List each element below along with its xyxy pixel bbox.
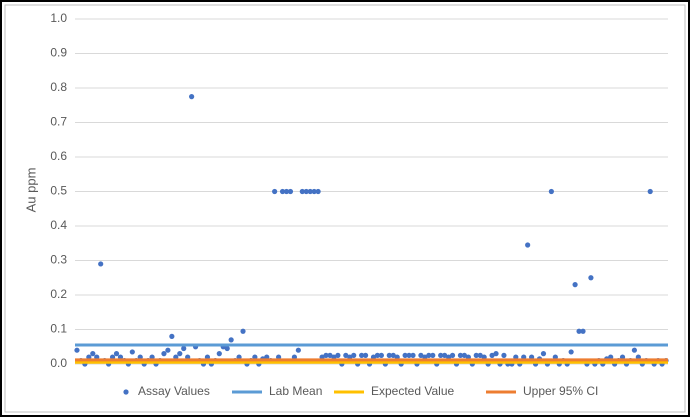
assay-point — [473, 352, 479, 358]
assay-point — [228, 337, 234, 343]
assay-point — [279, 188, 286, 195]
assay-point — [378, 352, 384, 358]
legend-label: Expected Value — [371, 384, 454, 398]
assay-point — [568, 349, 574, 355]
assay-point — [386, 352, 392, 358]
assay-point — [169, 333, 175, 339]
assay-point — [406, 352, 412, 358]
legend-label: Lab Mean — [269, 384, 322, 398]
assay-point — [410, 352, 416, 358]
assay-point — [390, 352, 396, 358]
assay-point — [216, 351, 222, 357]
y-tick-label: 0.6 — [50, 149, 67, 163]
assay-point — [315, 188, 321, 195]
assay-point — [113, 351, 120, 357]
y-tick-label: 0.3 — [50, 253, 67, 267]
assay-point — [461, 352, 468, 358]
assay-point — [311, 188, 317, 195]
y-tick-label: 0.7 — [50, 115, 67, 129]
assay-point — [343, 352, 349, 358]
y-tick-label: 0.1 — [50, 322, 67, 336]
assay-point — [477, 352, 483, 358]
assay-point — [647, 188, 653, 195]
assay-point — [129, 349, 135, 355]
assay-point — [438, 352, 444, 358]
assay-point — [295, 347, 301, 353]
assay-point — [402, 352, 408, 358]
assay-point — [177, 351, 183, 357]
assay-point — [161, 351, 167, 357]
y-tick-label: 0.8 — [50, 80, 67, 94]
legend-marker — [123, 389, 129, 395]
assay-point — [362, 352, 369, 358]
assay-point — [430, 352, 436, 358]
assay-point — [588, 275, 594, 281]
assay-point — [442, 352, 448, 358]
y-axis-label: Au ppm — [23, 168, 38, 213]
assay-point — [327, 352, 333, 358]
assay-point — [493, 351, 499, 357]
assay-point — [90, 351, 96, 357]
assay-point — [189, 94, 195, 100]
assay-point — [631, 347, 637, 353]
y-tick-label: 0.2 — [50, 287, 67, 301]
assay-point — [501, 352, 507, 358]
assay-point — [418, 352, 424, 358]
assay-point — [359, 352, 365, 358]
legend-label: Upper 95% CI — [523, 384, 598, 398]
assay-point — [489, 352, 495, 358]
y-tick-label: 1.0 — [50, 11, 67, 25]
y-tick-label: 0.9 — [50, 46, 67, 60]
assay-point — [449, 352, 456, 358]
assay-point — [323, 352, 329, 358]
assay-point — [335, 352, 341, 358]
y-tick-label: 0.4 — [50, 218, 67, 232]
assay-point — [307, 188, 313, 195]
assay-point — [287, 188, 294, 195]
assay-point — [576, 328, 582, 334]
legend-label: Assay Values — [138, 384, 210, 398]
assay-point — [457, 352, 464, 358]
assay-point — [74, 347, 80, 353]
assay-point — [224, 345, 230, 352]
assay-point — [165, 347, 171, 353]
assay-point — [240, 328, 246, 334]
assay-point — [299, 188, 305, 195]
assay-point — [525, 242, 531, 248]
assay-point — [98, 261, 104, 267]
assay-point — [426, 352, 432, 358]
y-tick-label: 0.0 — [50, 356, 67, 370]
assay-point — [351, 352, 357, 358]
assay-point — [540, 351, 547, 357]
assay-point — [374, 352, 381, 358]
assay-point — [181, 345, 187, 352]
assay-point — [303, 188, 309, 195]
assay-point — [572, 282, 578, 288]
assay-point — [580, 328, 586, 334]
assay-point — [548, 188, 554, 195]
y-tick-label: 0.5 — [50, 184, 67, 198]
assay-point — [283, 188, 290, 195]
inner-frame — [4, 4, 686, 413]
assay-point — [272, 188, 278, 195]
